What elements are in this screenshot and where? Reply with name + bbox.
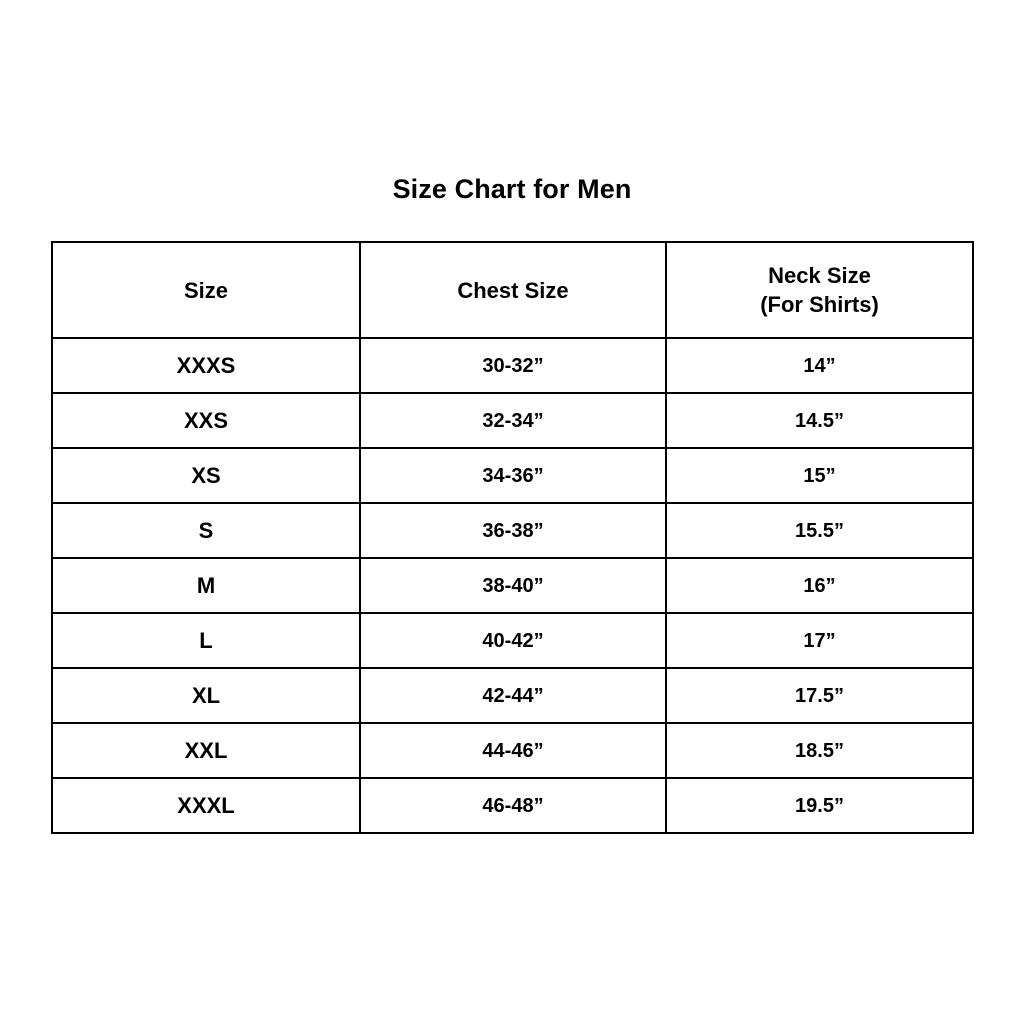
cell-neck: 18.5” — [665, 722, 974, 779]
table-header-row: Size Chest Size Neck Size (For Shirts) — [51, 241, 974, 339]
table-header: Size Chest Size Neck Size (For Shirts) — [51, 241, 974, 339]
table-row: XXS 32-34” 14.5” — [51, 392, 974, 449]
cell-chest: 30-32” — [359, 337, 667, 394]
cell-chest: 44-46” — [359, 722, 667, 779]
cell-chest: 32-34” — [359, 392, 667, 449]
table-row: XXXS 30-32” 14” — [51, 337, 974, 394]
cell-chest: 46-48” — [359, 777, 667, 834]
cell-size: XXXL — [51, 777, 361, 834]
cell-size: S — [51, 502, 361, 559]
cell-size: XXL — [51, 722, 361, 779]
cell-neck: 16” — [665, 557, 974, 614]
cell-size: XL — [51, 667, 361, 724]
cell-size: M — [51, 557, 361, 614]
cell-neck: 15.5” — [665, 502, 974, 559]
cell-size: L — [51, 612, 361, 669]
column-header-neck-size: Neck Size (For Shirts) — [665, 241, 974, 339]
column-header-size: Size — [51, 241, 361, 339]
cell-neck: 19.5” — [665, 777, 974, 834]
size-chart-table: Size Chest Size Neck Size (For Shirts) X… — [51, 241, 974, 834]
cell-chest: 34-36” — [359, 447, 667, 504]
cell-neck: 17.5” — [665, 667, 974, 724]
table-row: M 38-40” 16” — [51, 557, 974, 614]
column-header-neck-size-label: Neck Size — [768, 262, 871, 288]
column-header-neck-size-sublabel: (For Shirts) — [760, 291, 879, 317]
cell-chest: 36-38” — [359, 502, 667, 559]
cell-size: XS — [51, 447, 361, 504]
cell-chest: 42-44” — [359, 667, 667, 724]
table-row: S 36-38” 15.5” — [51, 502, 974, 559]
table-row: XXXL 46-48” 19.5” — [51, 777, 974, 834]
cell-neck: 17” — [665, 612, 974, 669]
column-header-chest-size: Chest Size — [359, 241, 667, 339]
column-header-size-label: Size — [183, 277, 229, 303]
table-row: XXL 44-46” 18.5” — [51, 722, 974, 779]
cell-neck: 14” — [665, 337, 974, 394]
page-title: Size Chart for Men — [392, 174, 632, 204]
cell-neck: 15” — [665, 447, 974, 504]
table-row: XS 34-36” 15” — [51, 447, 974, 504]
cell-neck: 14.5” — [665, 392, 974, 449]
cell-chest: 40-42” — [359, 612, 667, 669]
table-row: XL 42-44” 17.5” — [51, 667, 974, 724]
cell-chest: 38-40” — [359, 557, 667, 614]
cell-size: XXS — [51, 392, 361, 449]
cell-size: XXXS — [51, 337, 361, 394]
column-header-chest-size-label: Chest Size — [457, 277, 569, 303]
table-body: XXXS 30-32” 14” XXS 32-34” 14.5” XS 34-3… — [51, 337, 974, 834]
table-row: L 40-42” 17” — [51, 612, 974, 669]
